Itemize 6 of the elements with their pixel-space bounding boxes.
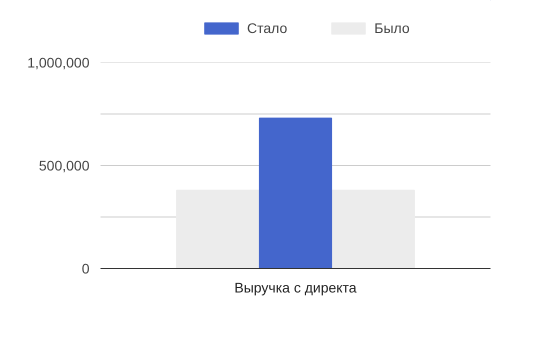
x-tick-label: Выручка с директа [234, 280, 357, 296]
y-tick-label: 1,000,000 [27, 54, 90, 70]
y-tick-label: 500,000 [38, 158, 90, 174]
legend-label: Было [374, 20, 410, 36]
legend-label: Стало [247, 20, 288, 36]
y-tick-label: 0 [82, 260, 90, 276]
